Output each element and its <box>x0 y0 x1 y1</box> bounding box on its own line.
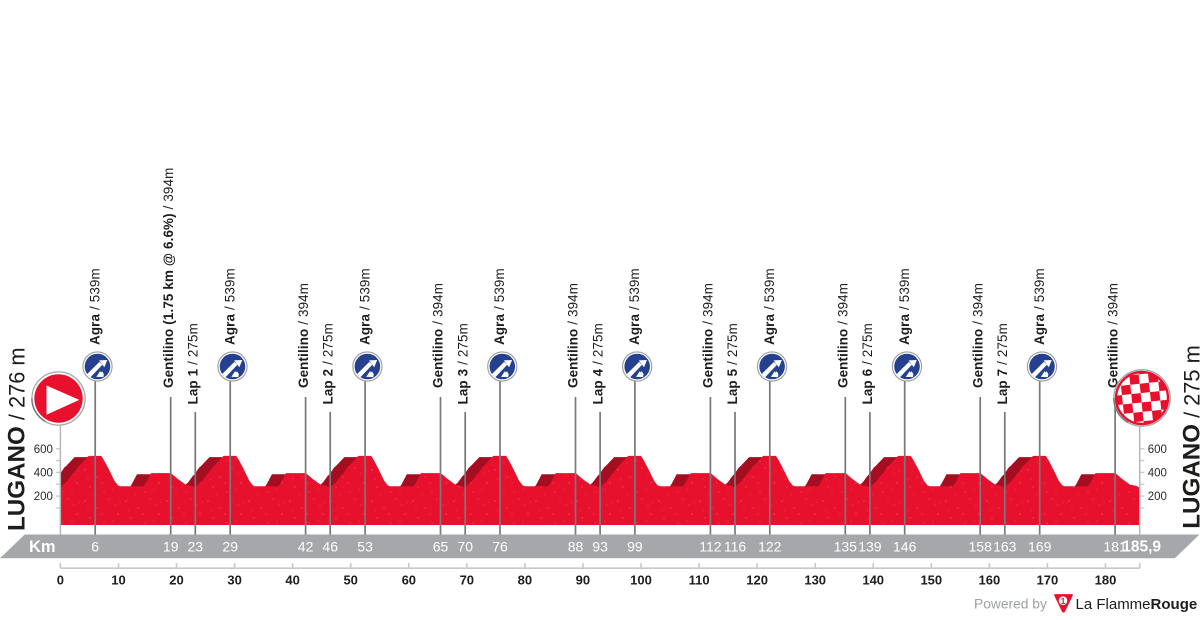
svg-text:Gentilino / 394m: Gentilino / 394m <box>296 283 311 388</box>
svg-text:Agra / 539m: Agra / 539m <box>762 268 777 345</box>
svg-text:30: 30 <box>227 573 241 588</box>
svg-text:600: 600 <box>34 444 53 456</box>
svg-text:150: 150 <box>920 573 942 588</box>
svg-text:122: 122 <box>758 538 782 554</box>
svg-text:Gentilino / 394m: Gentilino / 394m <box>1105 283 1120 388</box>
svg-text:90: 90 <box>576 573 590 588</box>
svg-text:Lap 2 / 275m: Lap 2 / 275m <box>320 323 335 404</box>
svg-text:6: 6 <box>91 538 99 554</box>
svg-text:Gentilino / 394m: Gentilino / 394m <box>970 283 985 388</box>
svg-text:LUGANO / 275 m: LUGANO / 275 m <box>1179 345 1200 529</box>
svg-text:400: 400 <box>1148 468 1167 480</box>
svg-text:163: 163 <box>993 538 1017 554</box>
svg-text:112: 112 <box>699 538 722 554</box>
svg-text:19: 19 <box>163 538 179 554</box>
svg-text:120: 120 <box>746 573 768 588</box>
svg-text:60: 60 <box>402 573 416 588</box>
svg-text:70: 70 <box>457 538 473 554</box>
svg-text:76: 76 <box>492 538 508 554</box>
svg-text:10: 10 <box>111 573 125 588</box>
svg-text:200: 200 <box>34 491 53 503</box>
svg-text:Lap 6 / 275m: Lap 6 / 275m <box>860 323 875 404</box>
svg-text:29: 29 <box>222 538 238 554</box>
svg-text:Gentilino (1.75 km @ 6.6%) / 3: Gentilino (1.75 km @ 6.6%) / 394m <box>161 168 176 388</box>
svg-text:La FlammeRouge: La FlammeRouge <box>1076 596 1198 613</box>
svg-text:600: 600 <box>1148 444 1167 456</box>
svg-text:Lap 5 / 275m: Lap 5 / 275m <box>725 323 740 404</box>
svg-text:65: 65 <box>433 538 449 554</box>
svg-text:170: 170 <box>1037 573 1059 588</box>
svg-text:LUGANO / 276 m: LUGANO / 276 m <box>4 347 31 531</box>
svg-text:93: 93 <box>592 538 608 554</box>
svg-text:160: 160 <box>979 573 1001 588</box>
svg-text:116: 116 <box>724 538 747 554</box>
svg-text:46: 46 <box>322 538 338 554</box>
svg-text:110: 110 <box>689 573 710 588</box>
svg-text:Agra / 539m: Agra / 539m <box>357 268 372 345</box>
svg-text:135: 135 <box>834 538 858 554</box>
svg-text:140: 140 <box>862 573 884 588</box>
svg-text:Gentilino / 394m: Gentilino / 394m <box>431 283 446 388</box>
svg-text:Lap 7 / 275m: Lap 7 / 275m <box>995 323 1010 404</box>
svg-text:158: 158 <box>969 538 993 554</box>
svg-text:Lap 3 / 275m: Lap 3 / 275m <box>455 323 470 404</box>
svg-text:139: 139 <box>858 538 882 554</box>
svg-text:Gentilino / 394m: Gentilino / 394m <box>701 283 716 388</box>
svg-text:169: 169 <box>1028 538 1052 554</box>
svg-text:130: 130 <box>804 573 826 588</box>
svg-text:Lap 1 / 275m: Lap 1 / 275m <box>186 323 201 404</box>
svg-text:Gentilino / 394m: Gentilino / 394m <box>566 283 581 388</box>
svg-text:100: 100 <box>630 573 652 588</box>
svg-text:Agra / 539m: Agra / 539m <box>897 268 912 345</box>
svg-text:185,9: 185,9 <box>1122 538 1161 555</box>
svg-text:40: 40 <box>285 573 299 588</box>
svg-text:181: 181 <box>1103 538 1127 554</box>
svg-text:1: 1 <box>1061 597 1066 606</box>
svg-text:70: 70 <box>460 573 474 588</box>
svg-text:Agra / 539m: Agra / 539m <box>1032 268 1047 345</box>
svg-text:88: 88 <box>568 538 584 554</box>
svg-text:180: 180 <box>1095 573 1117 588</box>
svg-text:42: 42 <box>298 538 314 554</box>
svg-text:50: 50 <box>343 573 357 588</box>
svg-text:Agra / 539m: Agra / 539m <box>492 268 507 345</box>
svg-text:Agra / 539m: Agra / 539m <box>222 268 237 345</box>
svg-text:Agra / 539m: Agra / 539m <box>87 268 102 345</box>
svg-text:Lap 4 / 275m: Lap 4 / 275m <box>590 323 605 404</box>
svg-text:Gentilino / 394m: Gentilino / 394m <box>836 283 851 388</box>
svg-text:Agra / 539m: Agra / 539m <box>627 268 642 345</box>
svg-text:99: 99 <box>627 538 643 554</box>
svg-text:53: 53 <box>357 538 373 554</box>
svg-text:80: 80 <box>518 573 532 588</box>
svg-text:20: 20 <box>169 573 183 588</box>
svg-text:200: 200 <box>1148 491 1167 503</box>
svg-text:0: 0 <box>57 573 64 588</box>
svg-text:Km: Km <box>29 538 56 556</box>
svg-text:146: 146 <box>893 538 917 554</box>
svg-text:Powered by: Powered by <box>974 597 1047 612</box>
svg-text:400: 400 <box>34 468 53 480</box>
svg-text:23: 23 <box>188 538 204 554</box>
